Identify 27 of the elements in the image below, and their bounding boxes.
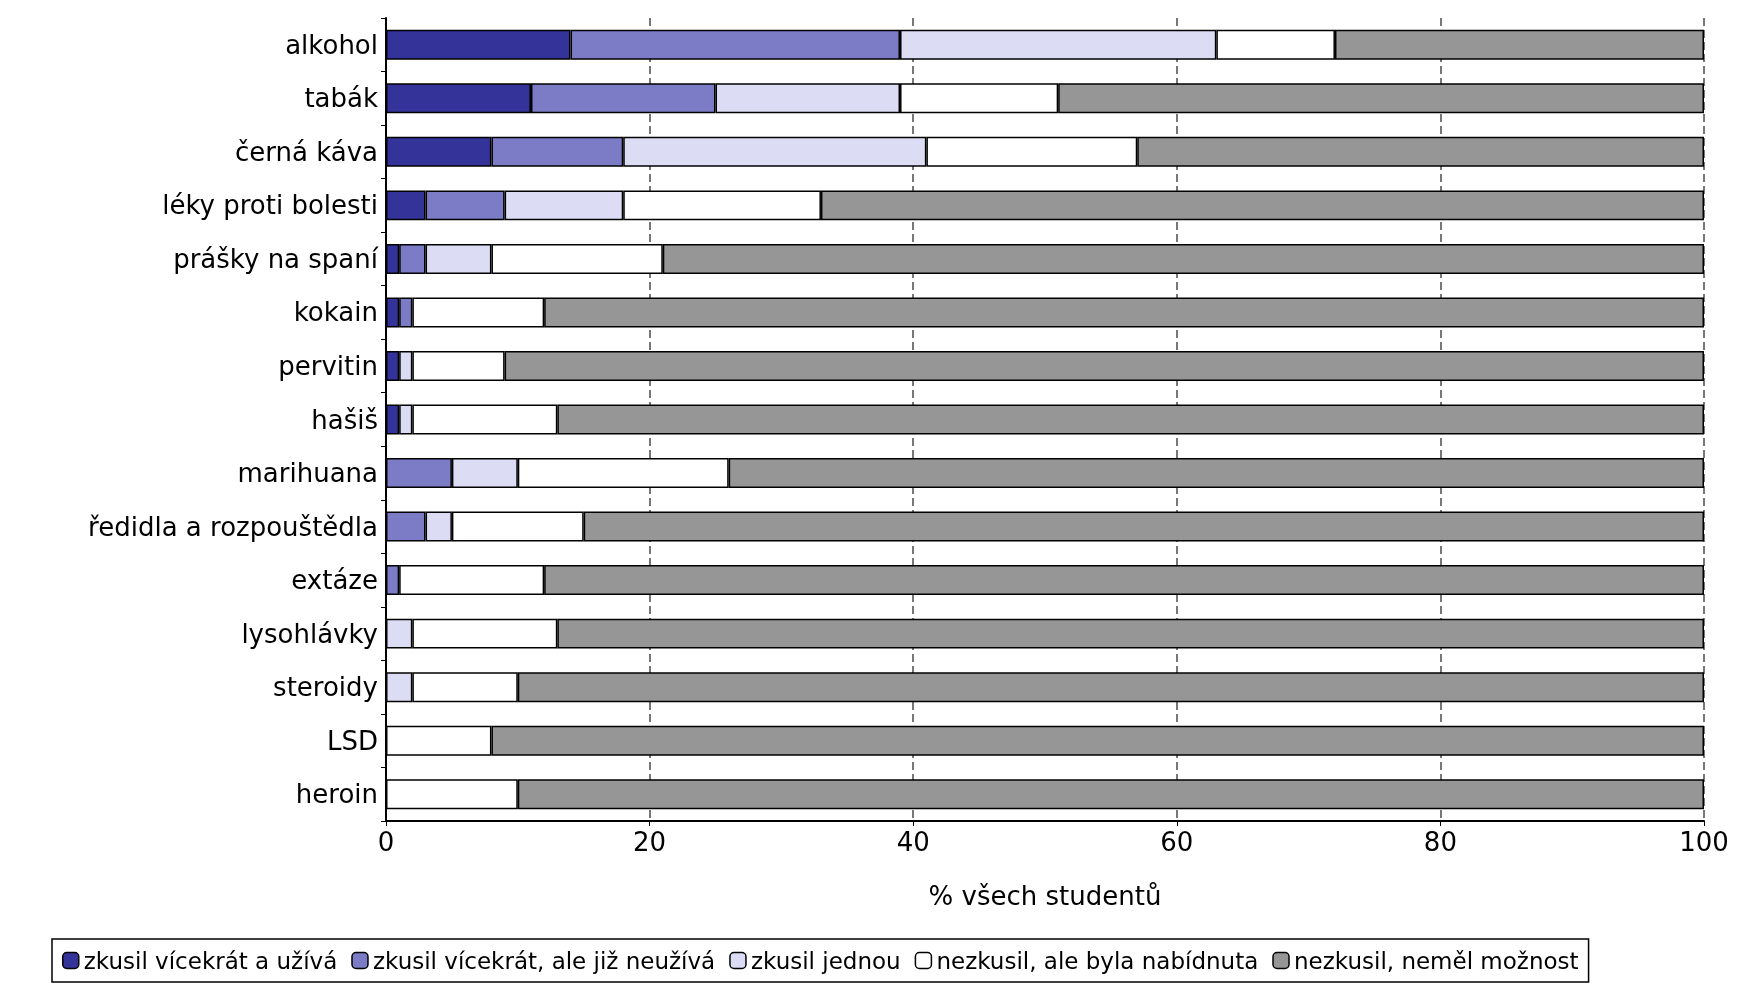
x-tick-label: 0 bbox=[377, 827, 395, 857]
legend-label: zkusil vícekrát a užívá bbox=[83, 947, 338, 974]
x-tick-label: 20 bbox=[633, 827, 667, 857]
y-tick-label: heroin bbox=[295, 779, 378, 810]
legend-label: zkusil jednou bbox=[750, 947, 901, 974]
legend-label: zkusil vícekrát, ale již neužívá bbox=[372, 947, 716, 974]
y-tick-label: lysohlávky bbox=[241, 618, 378, 649]
y-tick-label: prášky na spaní bbox=[173, 243, 379, 274]
x-tick-label: 100 bbox=[1679, 827, 1729, 857]
x-tick-label: 80 bbox=[1423, 827, 1457, 857]
y-tick-label: léky proti bolesti bbox=[162, 190, 378, 221]
legend-label: nezkusil, neměl možnost bbox=[1294, 947, 1579, 974]
y-tick-label: ředidla a rozpouštědla bbox=[88, 511, 378, 542]
x-tick-label: 60 bbox=[1160, 827, 1194, 857]
y-tick-label: hašiš bbox=[311, 404, 378, 435]
y-tick-label: marihuana bbox=[237, 458, 378, 489]
y-tick-label: extáze bbox=[291, 565, 378, 596]
y-tick-label: steroidy bbox=[273, 672, 378, 703]
y-tick-label: LSD bbox=[326, 725, 378, 756]
y-tick-label: kokain bbox=[293, 297, 378, 328]
y-tick-label: pervitin bbox=[278, 350, 378, 381]
x-tick-label: 40 bbox=[896, 827, 930, 857]
legend-label: nezkusil, ale byla nabídnuta bbox=[936, 947, 1259, 974]
y-tick-label: tabák bbox=[304, 83, 378, 114]
x-axis-title: % všech studentů bbox=[928, 881, 1162, 911]
y-tick-label: černá káva bbox=[234, 136, 378, 167]
y-tick-label: alkohol bbox=[285, 29, 378, 60]
